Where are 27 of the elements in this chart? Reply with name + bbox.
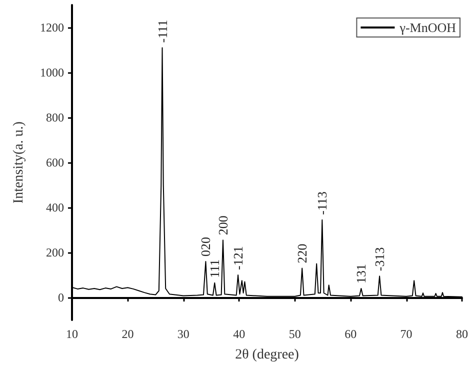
x-tick-label: 20 [122, 327, 134, 341]
annotation: 200 [215, 216, 230, 236]
x-tick-label: 30 [177, 327, 190, 341]
y-tick-label: 800 [46, 110, 64, 124]
annotation: 131 [354, 264, 369, 284]
x-tick-label: 80 [456, 327, 468, 341]
annotation: -121 [230, 246, 246, 270]
x-tick-label: 40 [233, 327, 246, 341]
x-tick-label: 70 [400, 327, 412, 341]
legend-label: γ-MnOOH [398, 20, 456, 35]
annotation: -313 [372, 247, 388, 272]
y-tick-label: 600 [46, 156, 64, 170]
y-tick-label: 1200 [40, 20, 64, 34]
x-axis-title: 2θ (degree) [235, 348, 300, 362]
x-tick-label: 50 [288, 327, 301, 341]
y-tick-label: 400 [46, 200, 64, 214]
annotation: -111 [154, 20, 170, 43]
annotation: 020 [198, 237, 214, 256]
y-tick-label: 200 [46, 246, 64, 260]
annotation: -113 [314, 192, 330, 215]
annotation: 111 [207, 259, 222, 278]
y-tick-label: 0 [58, 290, 64, 304]
y-tick-label: 1000 [40, 66, 64, 80]
x-tick-label: 10 [66, 327, 78, 341]
x-tick-label: 60 [344, 327, 357, 341]
y-axis-title: Intensity(a. u.) [12, 121, 26, 204]
annotation: 220 [294, 244, 310, 264]
